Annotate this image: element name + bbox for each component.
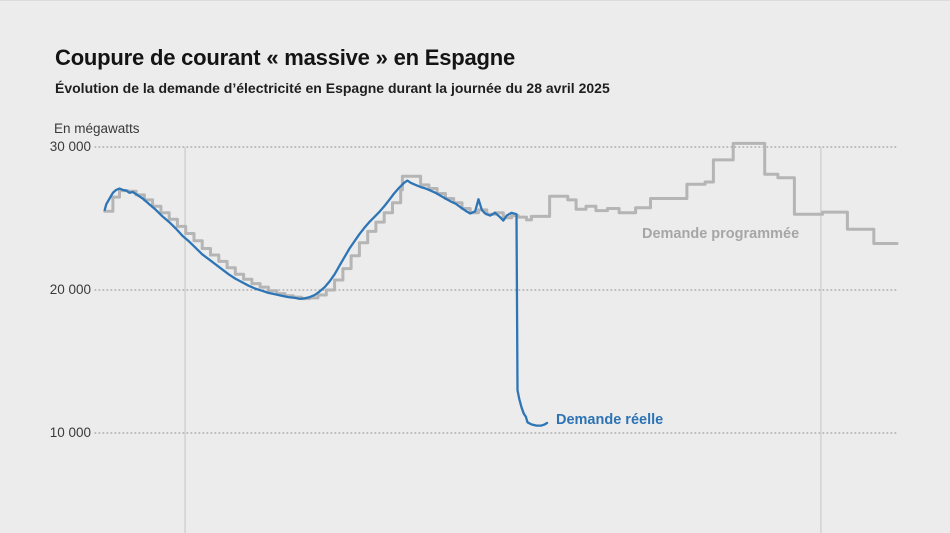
y-axis-tick-label: 30 000 bbox=[49, 139, 91, 154]
chart-subtitle: Évolution de la demande d’électricité en… bbox=[55, 80, 610, 96]
series-label-demande-reelle: Demande réelle bbox=[556, 412, 664, 428]
y-axis-unit-label: En mégawatts bbox=[54, 121, 140, 136]
y-axis-tick-label: 10 000 bbox=[49, 425, 91, 440]
series-label-demande-programmee: Demande programmée bbox=[642, 226, 800, 242]
chart-title: Coupure de courant « massive » en Espagn… bbox=[55, 45, 516, 70]
y-axis-tick-label: 20 000 bbox=[49, 282, 91, 297]
series-path-demande-reelle bbox=[103, 179, 549, 427]
series-path-demande-programmee bbox=[103, 141, 899, 301]
